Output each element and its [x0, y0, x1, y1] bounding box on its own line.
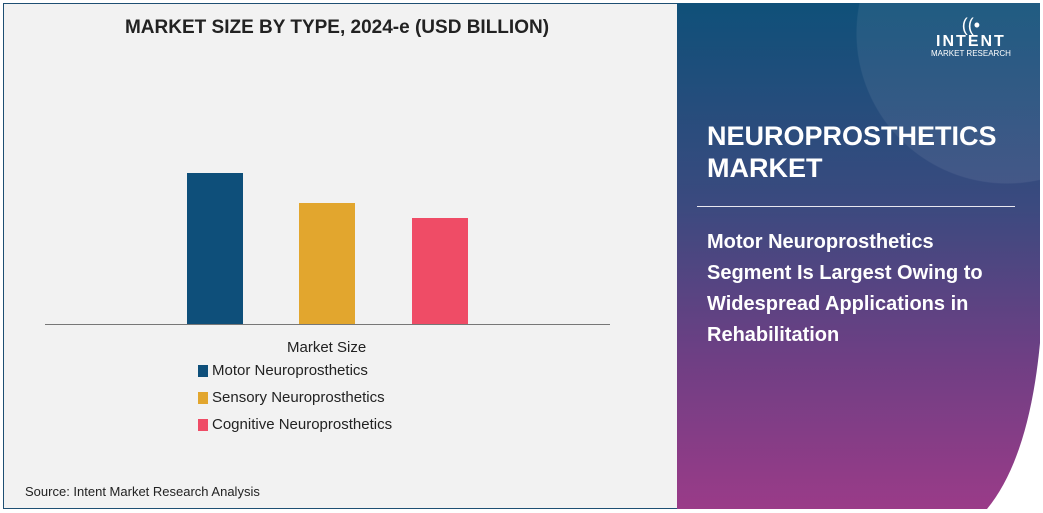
legend-swatch — [198, 418, 208, 431]
signal-icon: ((• — [961, 15, 981, 35]
legend-label: Cognitive Neuroprosthetics — [212, 416, 393, 433]
bar-1 — [299, 203, 355, 324]
legend-title: Market Size — [287, 339, 367, 356]
divider — [697, 206, 1015, 207]
bar-chart — [45, 173, 610, 325]
bar-0 — [187, 173, 243, 324]
market-title: NEUROPROSTHETICS MARKET — [707, 121, 997, 183]
logo-sub: MARKET RESEARCH — [931, 49, 1011, 58]
legend-label: Motor Neuroprosthetics — [212, 362, 368, 379]
bar-2 — [412, 218, 468, 324]
legend-item-motor: Motor Neuroprosthetics — [198, 362, 368, 379]
intent-logo: ((• INTENT MARKET RESEARCH — [931, 17, 1011, 58]
logo-brand: INTENT — [936, 33, 1006, 50]
legend-item-sensory: Sensory Neuroprosthetics — [198, 389, 385, 406]
market-subtitle: Motor Neuroprosthetics Segment Is Larges… — [707, 231, 983, 346]
chart-title: MARKET SIZE BY TYPE, 2024-e (USD BILLION… — [124, 17, 550, 38]
legend-item-cognitive: Cognitive Neuroprosthetics — [198, 416, 392, 433]
legend-swatch — [198, 364, 208, 377]
info-panel: ((• INTENT MARKET RESEARCH NEUROPROSTHET… — [677, 3, 1040, 509]
legend-label: Sensory Neuroprosthetics — [212, 389, 385, 406]
legend-swatch — [198, 391, 208, 404]
source-note: Source: Intent Market Research Analysis — [25, 484, 260, 499]
